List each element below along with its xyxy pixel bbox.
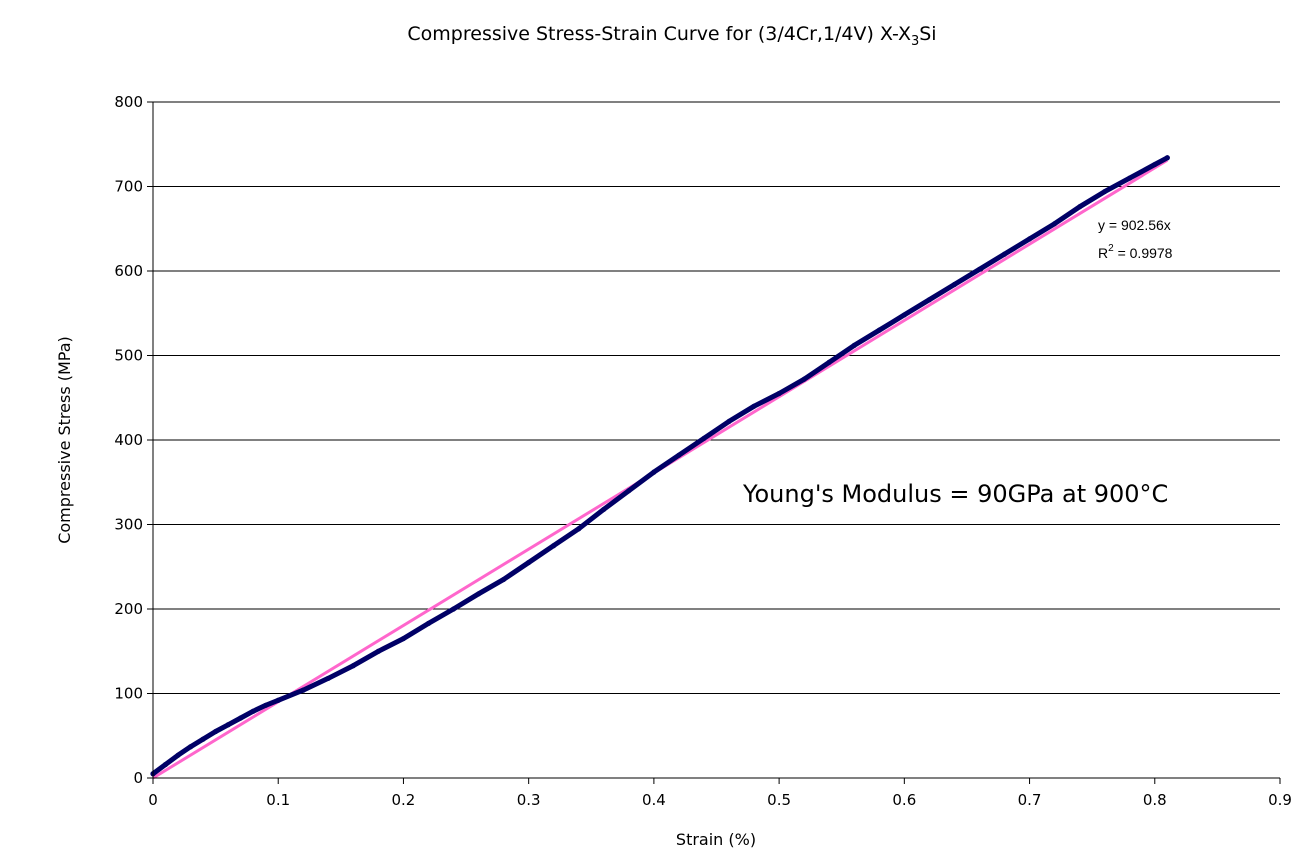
y-tick-labels: 0 100 200 300 400 500 600 700 800	[114, 93, 153, 787]
youngs-modulus-annotation: Young's Modulus = 90GPa at 900°C	[742, 480, 1168, 508]
data-point-0-20	[526, 559, 532, 566]
y-tick-label-3: 300	[114, 516, 143, 534]
data-point-0-4	[200, 736, 206, 742]
data-point-0-19	[501, 576, 507, 583]
chart-title: Compressive Stress-Strain Curve for (3/4…	[407, 23, 936, 49]
data-point-0-14	[375, 648, 381, 654]
x-tick-label-6: 0.6	[892, 791, 916, 809]
y-tick-label-2: 200	[114, 600, 143, 618]
data-point-0-34	[876, 327, 882, 333]
x-axis-label: Strain (%)	[676, 830, 756, 849]
data-point-0-2	[175, 752, 181, 758]
data-point-0-44	[1127, 175, 1133, 181]
data-point-0-8	[250, 708, 256, 714]
data-point-0-37	[951, 281, 958, 288]
y-tick-label-8: 800	[114, 93, 143, 111]
x-tick-label-5: 0.5	[767, 791, 791, 809]
trendline-equation: y = 902.56x	[1098, 217, 1171, 233]
x-tick-labels: 0 0.1 0.2 0.3 0.4 0.5 0.6 0.7 0.8 0.9	[148, 778, 1292, 809]
data-point-0-25	[651, 469, 657, 475]
data-point-0-45	[1152, 161, 1158, 168]
data-point-0-7	[238, 715, 244, 721]
data-point-0-6	[225, 722, 231, 728]
y-axis-label: Compressive Stress (MPa)	[55, 336, 74, 544]
data-point-0-11	[300, 687, 306, 693]
gridlines	[153, 101, 1280, 694]
data-point-0-43	[1102, 188, 1108, 195]
y-tick-label-7: 700	[114, 178, 143, 196]
series-line-0	[150, 155, 1170, 777]
data-point-0-17	[450, 606, 457, 612]
data-point-0-40	[1026, 236, 1033, 242]
data-point-0-13	[350, 663, 356, 669]
data-point-0-3	[187, 744, 194, 750]
data-point-0-16	[425, 620, 432, 626]
data-point-0-21	[551, 543, 557, 549]
data-point-0-46	[1164, 155, 1170, 161]
data-point-0-39	[1001, 251, 1008, 257]
data-point-0-15	[400, 635, 407, 642]
data-point-0-29	[751, 403, 757, 409]
data-point-0-12	[325, 675, 331, 681]
series-group	[150, 155, 1170, 777]
data-point-0-1	[162, 761, 169, 768]
data-point-0-33	[851, 342, 857, 348]
x-tick-label-2: 0.2	[392, 791, 416, 809]
data-point-0-41	[1052, 221, 1058, 227]
x-tick-label-0: 0	[148, 791, 158, 809]
y-tick-label-6: 600	[114, 262, 143, 280]
data-point-0-32	[826, 359, 832, 365]
x-tick-label-9: 0.9	[1268, 791, 1292, 809]
data-point-0-30	[776, 390, 782, 397]
data-point-0-23	[601, 506, 607, 512]
x-tick-label-3: 0.3	[517, 791, 541, 809]
r-squared-label: R2 = 0.9978	[1098, 243, 1173, 261]
data-point-0-24	[626, 488, 632, 494]
x-tick-label-8: 0.8	[1143, 791, 1167, 809]
data-point-0-31	[801, 376, 807, 382]
data-point-0-27	[701, 435, 707, 441]
y-tick-label-4: 400	[114, 431, 143, 449]
data-point-0-35	[901, 312, 907, 318]
data-point-0-22	[576, 526, 582, 532]
y-tick-label-5: 500	[114, 347, 143, 365]
data-point-0-42	[1077, 204, 1083, 210]
x-tick-label-1: 0.1	[266, 791, 290, 809]
data-point-0-10	[275, 697, 281, 703]
x-tick-label-7: 0.7	[1018, 791, 1042, 809]
data-point-0-5	[213, 728, 219, 735]
data-point-0-9	[263, 702, 269, 708]
data-point-0-18	[475, 591, 482, 597]
data-point-0-26	[676, 452, 682, 458]
data-point-0-38	[976, 266, 983, 272]
y-tick-label-1: 100	[114, 685, 143, 703]
y-tick-label-0: 0	[133, 769, 143, 787]
data-point-0-28	[726, 418, 732, 425]
data-point-0-36	[926, 297, 932, 303]
x-tick-label-4: 0.4	[642, 791, 666, 809]
